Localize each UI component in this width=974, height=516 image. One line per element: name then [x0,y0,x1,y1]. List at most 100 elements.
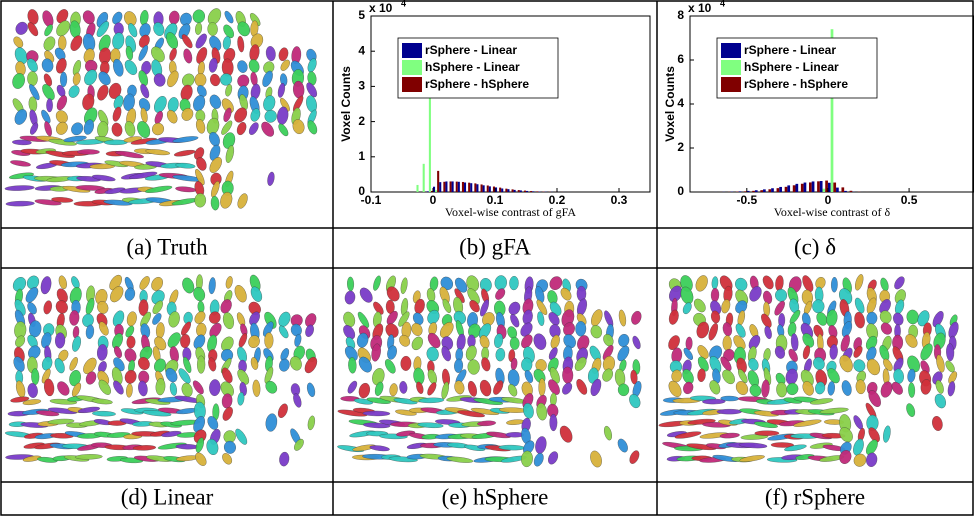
glyph [668,309,679,325]
glyph [181,321,191,336]
glyph [946,343,955,362]
legend-label: rSphere - Linear [425,43,517,57]
glyph [71,122,84,136]
glyph [222,406,233,421]
glyph [604,425,612,441]
glyph [373,275,381,291]
glyph [788,348,798,362]
glyph [126,335,136,349]
x-tick-label: 0.3 [611,193,628,207]
histogram-bar [787,185,791,192]
glyph [237,193,248,209]
glyph [197,85,207,97]
glyph [722,335,732,351]
glyph [548,347,558,360]
glyph [416,381,424,394]
glyph [220,191,233,209]
glyph [250,357,259,370]
glyph [169,48,177,61]
glyph [466,275,480,292]
glyph [549,413,558,432]
glyph [85,371,97,385]
glyph [347,380,358,394]
glyph [153,73,166,87]
glyph [124,59,138,75]
glyph [208,277,216,295]
glyph [138,357,150,370]
glyph [222,312,234,330]
glyph [358,356,372,373]
glyph [45,150,75,158]
glyph [182,277,195,294]
glyph [262,321,274,337]
glyph [866,358,881,376]
glyph [280,59,290,71]
glyph [831,276,838,293]
glyph [195,33,207,49]
glyph [237,60,248,73]
histogram-bar [754,190,758,192]
glyph [738,368,748,384]
axis-multiplier-exponent: 4 [720,0,725,8]
glyph [154,95,167,113]
glyph [237,392,245,406]
glyph [145,149,171,156]
glyph [277,83,286,98]
glyph [710,310,721,324]
glyph [138,380,148,397]
glyph [193,286,206,302]
legend-label: rSphere - Linear [744,43,836,57]
glyph [735,323,746,338]
histogram-bar [809,182,812,192]
histogram-bar [499,187,502,192]
glyph [97,301,109,314]
glyph [866,439,878,456]
glyph [194,311,206,324]
histogram-bar [800,183,804,192]
histogram-bar [833,182,837,192]
glyph [154,336,167,351]
glyph [112,106,122,122]
histogram-bar [507,189,510,192]
glyph [304,356,318,374]
histogram-bar [492,186,495,192]
glyph [193,416,205,433]
glyph [294,438,304,451]
glyph [139,276,150,290]
glyph [14,47,28,65]
glyph [473,398,503,405]
glyph [192,380,204,395]
histogram-bar [428,96,431,192]
glyph [63,135,87,143]
glyph [907,368,916,383]
histogram-bar [819,181,823,192]
histogram-bar [461,181,464,192]
glyph [27,302,37,315]
glyph [574,357,587,371]
glyph [194,147,205,160]
glyph [509,276,519,291]
glyph [197,355,206,374]
glyph [418,397,445,404]
glyph [819,407,849,414]
glyph [77,406,101,414]
glyph-field [658,274,959,467]
glyph [220,299,232,314]
glyph [764,325,772,340]
glyph [234,107,248,123]
glyph [129,171,158,180]
glyph [264,109,277,123]
glyph [235,428,248,445]
glyph [590,378,602,397]
glyph [41,332,52,349]
histogram-bar [784,186,788,192]
glyph [389,383,398,397]
glyph [294,333,302,347]
glyph [97,344,108,361]
histogram-bar [752,190,755,192]
glyph [15,335,26,348]
glyph [793,419,822,427]
glyph [248,122,259,135]
histogram-bar [445,181,448,192]
